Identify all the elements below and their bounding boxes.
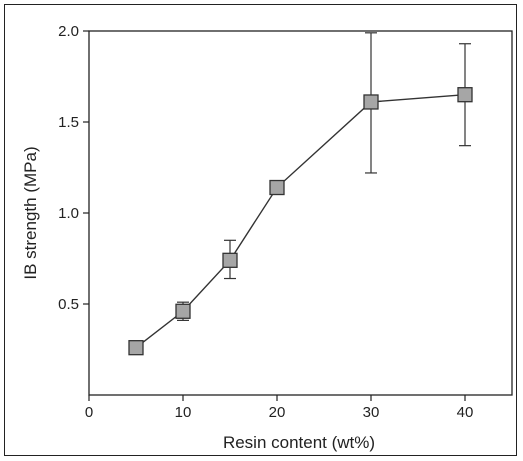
axes bbox=[88, 30, 513, 396]
y-tick-label: 2.0 bbox=[58, 23, 79, 40]
x-tick-label: 40 bbox=[457, 404, 474, 421]
x-tick-label: 0 bbox=[85, 404, 93, 421]
error-bars bbox=[177, 32, 471, 321]
data-point-marker bbox=[222, 252, 238, 268]
data-point-marker bbox=[457, 87, 473, 103]
data-markers bbox=[128, 87, 473, 356]
y-tick-label: 1.5 bbox=[58, 114, 79, 131]
data-point-marker bbox=[363, 94, 379, 110]
ticks: 0 10 20 30 40 0.5 1.0 1.5 2.0 bbox=[58, 23, 473, 421]
series-line bbox=[135, 94, 466, 349]
x-axis-label: Resin content (wt%) bbox=[223, 433, 375, 452]
y-axis-label: IB strength (MPa) bbox=[21, 146, 40, 279]
plot-area-border bbox=[88, 30, 513, 396]
data-point-marker bbox=[128, 340, 144, 356]
data-point-marker bbox=[175, 303, 191, 319]
y-tick-label: 1.0 bbox=[58, 205, 79, 222]
y-tick-label: 0.5 bbox=[58, 296, 79, 313]
series-polyline bbox=[135, 94, 466, 349]
x-tick-label: 30 bbox=[363, 404, 380, 421]
x-tick-label: 20 bbox=[269, 404, 286, 421]
data-point-marker bbox=[269, 179, 285, 196]
x-tick-label: 10 bbox=[175, 404, 192, 421]
